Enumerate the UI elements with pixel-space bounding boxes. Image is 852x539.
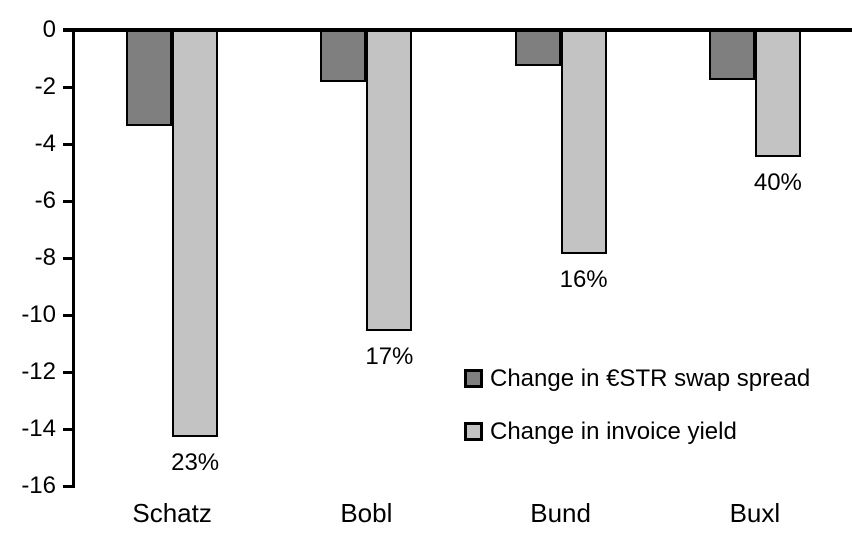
y-axis-tick-label: -12 <box>21 358 56 385</box>
bar-change-in-invoice-yield-bobl <box>366 29 413 332</box>
y-axis-tick-label: -2 <box>34 73 56 100</box>
y-axis-tick <box>63 313 75 317</box>
data-label-bund: 16% <box>559 266 608 294</box>
y-axis-tick <box>63 142 75 146</box>
y-axis-tick <box>63 256 75 260</box>
x-axis-label-bobl: Bobl <box>340 498 393 528</box>
legend-label: Change in invoice yield <box>490 417 737 445</box>
legend-label: Change in €STR swap spread <box>490 364 811 392</box>
bar-change-in-str-swap-spread-buxl <box>708 29 755 81</box>
legend-item-change-in-invoice-yield: Change in invoice yield <box>464 417 810 445</box>
x-axis-label-schatz: Schatz <box>132 498 212 528</box>
bar-change-in-invoice-yield-bund <box>560 29 607 255</box>
y-axis-tick <box>63 370 75 374</box>
y-axis-tick-label: -16 <box>21 472 56 499</box>
y-axis-tick-label: 0 <box>42 16 56 43</box>
legend-swatch-icon <box>464 422 483 441</box>
legend-item-change-in-str-swap-spread: Change in €STR swap spread <box>464 364 811 392</box>
legend-swatch-icon <box>464 369 483 388</box>
y-axis-tick <box>63 427 75 431</box>
bar-change-in-str-swap-spread-bund <box>514 29 561 67</box>
bar-change-in-invoice-yield-buxl <box>754 29 801 158</box>
y-axis-tick-label: -14 <box>21 415 56 442</box>
y-axis-tick-label: -10 <box>21 301 56 328</box>
y-axis-tick <box>63 199 75 203</box>
data-label-schatz: 23% <box>171 448 220 476</box>
data-label-bobl: 17% <box>365 343 414 371</box>
x-axis-label-bund: Bund <box>530 498 591 528</box>
chart-legend: Change in €STR swap spread Change in invo… <box>464 364 811 445</box>
zero-axis-line <box>63 28 852 32</box>
data-label-buxl: 40% <box>753 169 802 197</box>
y-axis-tick <box>63 85 75 89</box>
y-axis-tick-label: -8 <box>34 244 56 271</box>
y-axis-tick-label: -6 <box>34 187 56 214</box>
y-axis-line <box>72 28 75 488</box>
x-axis-label-buxl: Buxl <box>729 498 781 528</box>
bar-change-in-str-swap-spread-schatz <box>126 29 173 127</box>
bar-change-in-invoice-yield-schatz <box>172 29 219 437</box>
y-axis-tick-label: -4 <box>34 130 56 157</box>
y-axis-tick <box>63 484 75 488</box>
bar-change-in-str-swap-spread-bobl <box>320 29 367 82</box>
